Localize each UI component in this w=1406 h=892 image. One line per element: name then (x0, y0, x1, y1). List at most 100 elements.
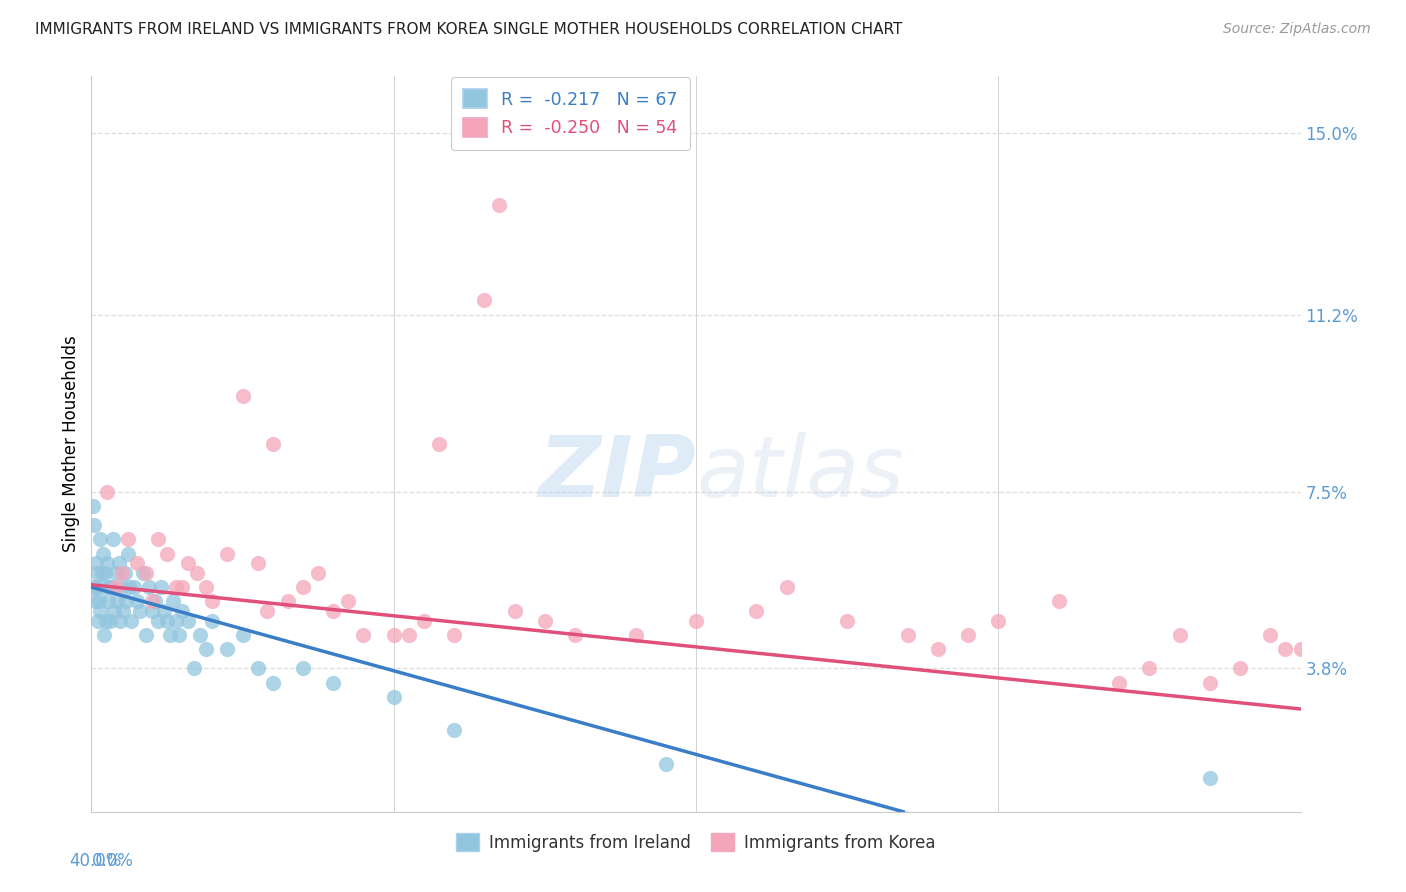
Point (1274, 642, 1296, 657)
Point (246, 556, 269, 570)
Point (107, 556, 129, 570)
Point (112, 604, 135, 618)
Point (128, 604, 150, 618)
Point (685, 614, 707, 628)
Point (201, 614, 224, 628)
Point (655, 756, 678, 771)
Point (138, 580, 160, 594)
Legend: Immigrants from Ireland, Immigrants from Korea: Immigrants from Ireland, Immigrants from… (450, 827, 942, 859)
Point (108, 614, 131, 628)
Point (217, 547, 239, 561)
Point (149, 580, 172, 594)
Point (84, 556, 107, 570)
Point (91, 547, 114, 561)
Point (118, 580, 141, 594)
Point (835, 614, 858, 628)
Point (172, 580, 194, 594)
Point (100, 580, 122, 594)
Point (503, 604, 526, 618)
Point (322, 604, 344, 618)
Point (262, 436, 284, 450)
Point (159, 628, 181, 642)
Point (89, 604, 111, 618)
Point (86, 580, 108, 594)
Point (146, 533, 169, 547)
Point (97, 580, 120, 594)
Point (195, 642, 218, 657)
Point (125, 594, 148, 608)
Point (82, 499, 104, 513)
Point (256, 604, 278, 618)
Point (956, 628, 979, 642)
Text: atlas: atlas (696, 432, 904, 515)
Point (1198, 675, 1220, 690)
Point (217, 642, 239, 657)
Point (135, 628, 157, 642)
Point (177, 556, 200, 570)
Point (427, 436, 450, 450)
Point (398, 628, 420, 642)
Point (103, 604, 125, 618)
Point (93, 628, 115, 642)
Point (443, 723, 465, 738)
Point (153, 604, 176, 618)
Y-axis label: Single Mother Households: Single Mother Households (62, 335, 80, 552)
Point (172, 604, 194, 618)
Point (104, 580, 127, 594)
Point (292, 661, 315, 675)
Text: 40.0%: 40.0% (69, 852, 122, 871)
Point (443, 628, 465, 642)
Point (97, 594, 120, 608)
Point (382, 690, 405, 704)
Point (292, 580, 315, 594)
Point (322, 675, 344, 690)
Point (927, 642, 949, 657)
Point (115, 594, 138, 608)
Point (114, 566, 136, 580)
Point (534, 614, 557, 628)
Point (125, 556, 148, 570)
Point (201, 594, 224, 608)
Point (84, 594, 107, 608)
Point (262, 675, 284, 690)
Point (83, 518, 105, 533)
Point (165, 580, 187, 594)
Point (135, 566, 157, 580)
Point (87, 614, 110, 628)
Point (1047, 594, 1070, 608)
Point (246, 661, 269, 675)
Point (564, 628, 586, 642)
Point (141, 594, 163, 608)
Point (897, 628, 920, 642)
Point (987, 614, 1010, 628)
Point (111, 566, 132, 580)
Point (141, 604, 163, 618)
Point (93, 580, 115, 594)
Text: ZIP: ZIP (538, 432, 696, 515)
Point (96, 484, 118, 499)
Point (382, 628, 405, 642)
Point (94, 614, 117, 628)
Point (165, 614, 187, 628)
Point (745, 604, 768, 618)
Point (1168, 628, 1191, 642)
Point (156, 614, 179, 628)
Point (132, 566, 155, 580)
Point (352, 628, 374, 642)
Point (117, 547, 139, 561)
Point (472, 293, 495, 308)
Point (143, 594, 166, 608)
Point (86, 566, 108, 580)
Point (111, 580, 132, 594)
Point (87, 594, 110, 608)
Point (89, 533, 111, 547)
Point (231, 389, 253, 403)
Point (183, 661, 205, 675)
Point (307, 566, 329, 580)
Text: 0.0%: 0.0% (91, 852, 134, 871)
Point (105, 594, 128, 608)
Point (83, 580, 105, 594)
Point (624, 628, 647, 642)
Point (195, 580, 218, 594)
Point (101, 533, 124, 547)
